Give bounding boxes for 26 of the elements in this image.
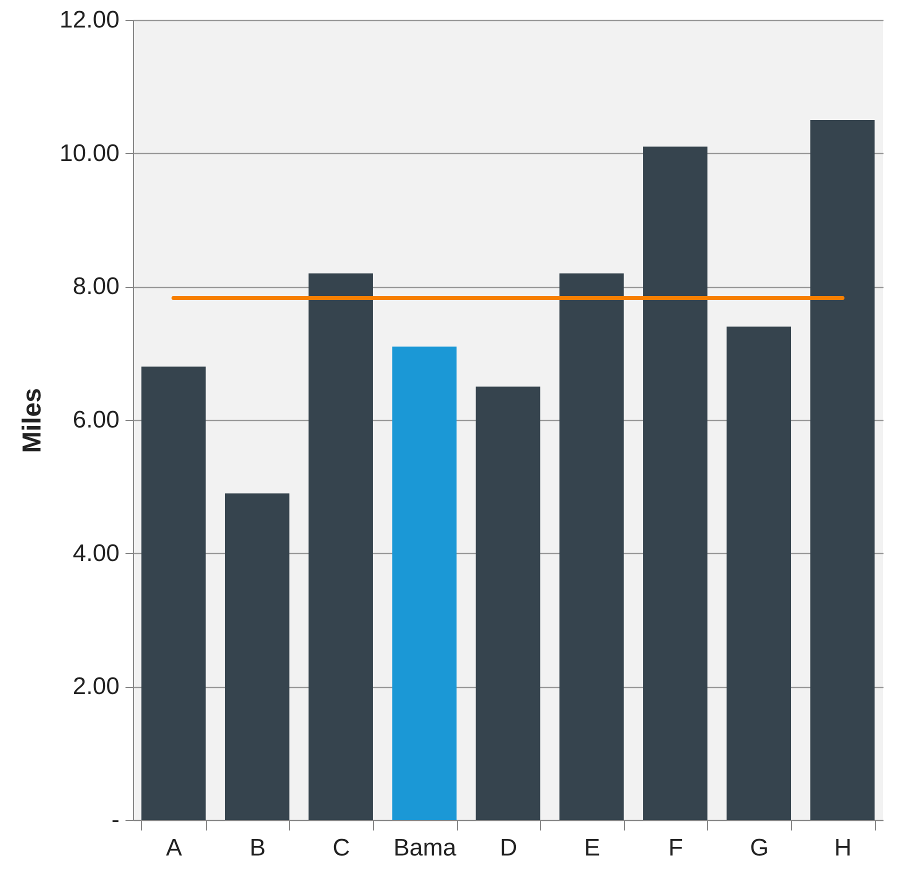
x-tick-label: Bama [394,834,457,862]
bar [308,273,373,820]
bar [392,346,457,820]
bar [810,120,875,820]
bar [141,366,206,820]
y-tick-label: 4.00 [72,540,120,567]
x-tick-label: H [834,834,852,862]
y-tick-label: 6.00 [72,406,120,434]
x-tick-label: F [668,834,684,862]
bar [476,386,540,820]
bar [726,326,792,820]
y-tick-label: - [112,806,120,834]
x-tick-label: A [166,834,182,862]
y-axis-title: Miles [16,388,46,454]
x-tick-label: E [584,834,600,862]
y-tick-label: 12.00 [59,6,120,34]
x-tick-label: D [500,834,518,862]
x-tick-label: G [750,834,769,862]
bar [224,493,290,820]
x-tick-label: B [250,834,266,862]
y-tick-label: 2.00 [72,673,120,700]
bar [643,146,708,820]
y-tick-label: 10.00 [59,140,120,167]
x-tick-label: C [332,834,350,862]
bar [559,273,624,820]
y-tick-label: 8.00 [72,273,120,300]
